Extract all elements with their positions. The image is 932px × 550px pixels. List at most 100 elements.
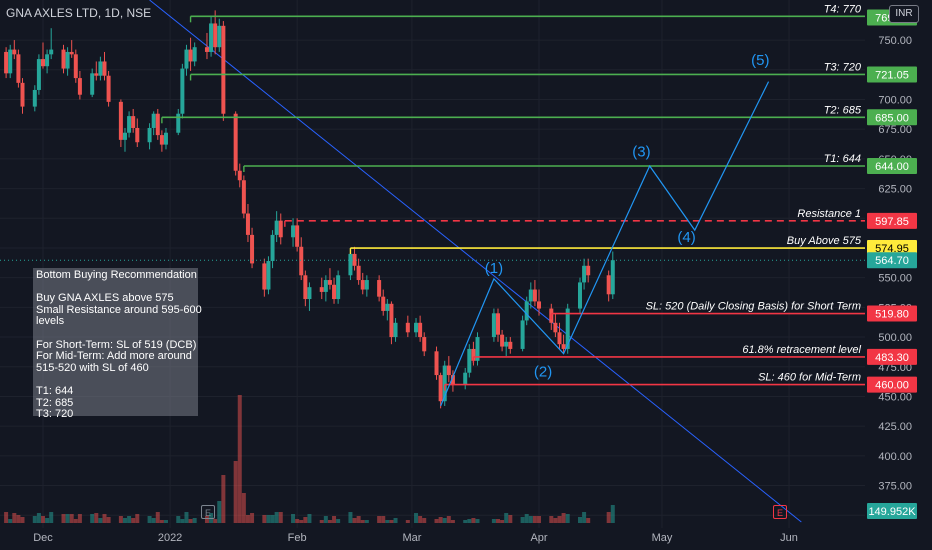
price-level-label: Buy Above 575 (787, 235, 862, 247)
candle-body (131, 116, 136, 128)
candle-body (389, 303, 394, 338)
price-badge (867, 376, 917, 393)
candle-body (20, 82, 25, 107)
volume-bar (586, 518, 591, 523)
volume-badge (867, 503, 917, 519)
volume-bar (295, 519, 300, 523)
candle-body (217, 25, 222, 48)
candle-body (405, 322, 410, 333)
candle-body (414, 322, 419, 333)
candle-body (127, 116, 132, 133)
candle-body (233, 113, 238, 171)
volume-bar (393, 518, 398, 523)
volume-bar (36, 513, 41, 523)
price-level-label: SL: 460 for Mid-Term (758, 372, 861, 384)
candle-body (450, 375, 455, 385)
volume-bar (245, 515, 250, 523)
candle-body (176, 113, 181, 133)
candle-body (606, 275, 611, 295)
price-badge-label: 483.30 (875, 352, 909, 364)
currency-button[interactable]: INR (889, 5, 919, 23)
candle-body (77, 78, 82, 95)
candle-body (393, 322, 398, 338)
candle-body (106, 75, 111, 102)
candle-body (155, 113, 160, 136)
candle-body (496, 313, 501, 335)
volume-bar (553, 518, 558, 523)
candle-body (319, 287, 324, 292)
volume-bar (278, 512, 283, 523)
note-line: T1: 644 (36, 384, 74, 397)
candle-body (332, 284, 337, 300)
price-badge-label: 564.70 (875, 255, 909, 267)
volume-bar (221, 475, 226, 523)
candle-body (336, 275, 341, 300)
y-tick-label: 550.00 (878, 273, 912, 285)
candle-body (65, 51, 70, 69)
candle-body (524, 301, 529, 321)
volume-bar (606, 512, 611, 523)
candle-body (69, 51, 74, 55)
volume-bar (332, 516, 337, 523)
candle-body (434, 351, 439, 376)
candle-body (418, 322, 423, 338)
wave-label: (5) (751, 52, 769, 69)
candle-body (463, 372, 468, 385)
candle-body (41, 59, 45, 67)
candle-body (213, 23, 218, 48)
candle-body (274, 220, 279, 235)
candle-body (122, 132, 127, 140)
volume-bar (262, 515, 267, 523)
volume-bar (155, 512, 160, 523)
candle-body (553, 322, 558, 333)
candle-body (303, 275, 308, 300)
recommendation-note: Bottom Buying Recommendation Buy GNA AXL… (33, 268, 202, 420)
price-level-label: SL: 520 (Daily Closing Basis) for Short … (646, 301, 861, 313)
x-tick-label: May (652, 532, 673, 544)
candle-body (438, 375, 443, 402)
price-level-label: T1: 644 (824, 153, 861, 165)
note-line: levels (36, 315, 65, 328)
candle-body (98, 61, 103, 76)
price-badge (867, 240, 917, 257)
x-tick-label: 2022 (158, 532, 182, 544)
candle-body (557, 332, 562, 345)
earnings-marker[interactable]: E (201, 505, 215, 519)
earnings-marker[interactable]: E (773, 505, 787, 519)
candle-body (204, 47, 209, 52)
candle-body (520, 320, 525, 349)
candle-body (377, 280, 382, 297)
volume-bar (163, 520, 168, 523)
volume-bar (188, 519, 193, 523)
price-badge (867, 348, 917, 365)
candle-body (291, 225, 296, 238)
price-level-label: T3: 720 (824, 61, 862, 73)
trendline-layer (149, 0, 802, 523)
candle-body (491, 313, 496, 338)
candle-body (45, 54, 50, 67)
volume-bar (135, 514, 140, 523)
candle-body (327, 280, 332, 285)
volume-bar (127, 516, 132, 523)
wave-label: (2) (534, 363, 552, 380)
candle-body (467, 348, 472, 373)
volume-bar (508, 515, 513, 523)
volume-bar (418, 516, 423, 523)
candle-body (610, 260, 615, 295)
volume-bar (98, 518, 103, 523)
price-badge (867, 252, 917, 269)
descending-trendline (149, 0, 802, 523)
volume-bar (102, 514, 107, 523)
y-tick-label: 400.00 (878, 451, 912, 463)
volume-bar (385, 520, 390, 523)
price-badge (867, 212, 917, 229)
volume-bar (122, 518, 127, 523)
candle-body (528, 289, 533, 302)
volume-bar (471, 518, 476, 523)
volume-bar (577, 517, 582, 523)
note-line: T3: 720 (36, 408, 74, 421)
candle-body (90, 73, 95, 95)
candle-body (348, 253, 353, 276)
